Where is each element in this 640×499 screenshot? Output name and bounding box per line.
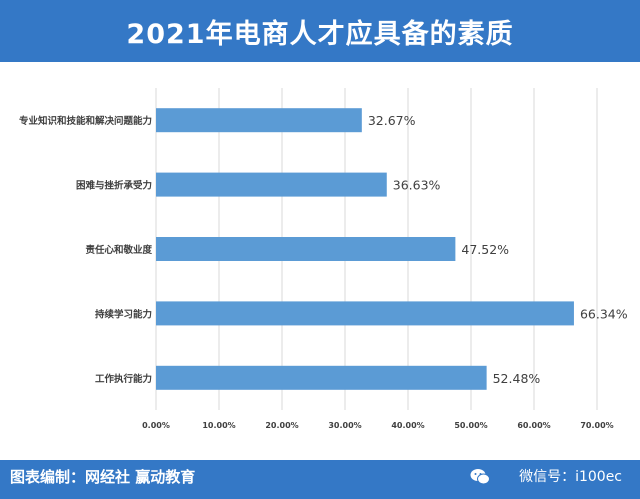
x-tick-label: 40.00% <box>391 421 424 430</box>
footer-credit: 图表编制：网经社 赢动教育 <box>10 468 196 486</box>
data-label: 66.34% <box>580 306 628 321</box>
data-label: 52.48% <box>493 371 541 386</box>
x-tick-label: 70.00% <box>580 421 613 430</box>
x-tick-label: 10.00% <box>202 421 235 430</box>
title-banner: 2021年电商人才应具备的素质 <box>0 0 640 62</box>
category-label: 专业知识和技能和解决问题能力 <box>19 115 152 127</box>
x-tick-label: 30.00% <box>328 421 361 430</box>
x-tick-label: 50.00% <box>454 421 487 430</box>
bar <box>156 108 362 133</box>
chart-title: 2021年电商人才应具备的素质 <box>126 18 514 50</box>
bar <box>156 237 456 261</box>
category-label: 困难与挫折承受力 <box>76 180 152 192</box>
x-tick-label: 60.00% <box>517 421 550 430</box>
x-tick-label: 0.00% <box>142 421 170 430</box>
x-tick-label: 20.00% <box>265 421 298 430</box>
category-label: 工作执行能力 <box>95 373 152 385</box>
wechat-id: 微信号：i100ec <box>519 469 622 485</box>
category-label: 持续学习能力 <box>95 308 152 320</box>
wechat-icon <box>470 469 490 485</box>
bar <box>156 172 387 197</box>
data-label: 47.52% <box>461 242 509 257</box>
bar-chart: 0.00% 10.00% 20.00% 30.00% 40.00% 50.00% 60.00… <box>19 88 628 430</box>
footer-banner: 图表编制：网经社 赢动教育 微信号：i100ec <box>0 460 640 499</box>
data-label: 32.67% <box>368 113 416 128</box>
bar <box>156 365 487 390</box>
category-label: 责任心和敬业度 <box>85 244 152 256</box>
data-label: 36.63% <box>393 178 441 193</box>
bar <box>156 301 574 326</box>
